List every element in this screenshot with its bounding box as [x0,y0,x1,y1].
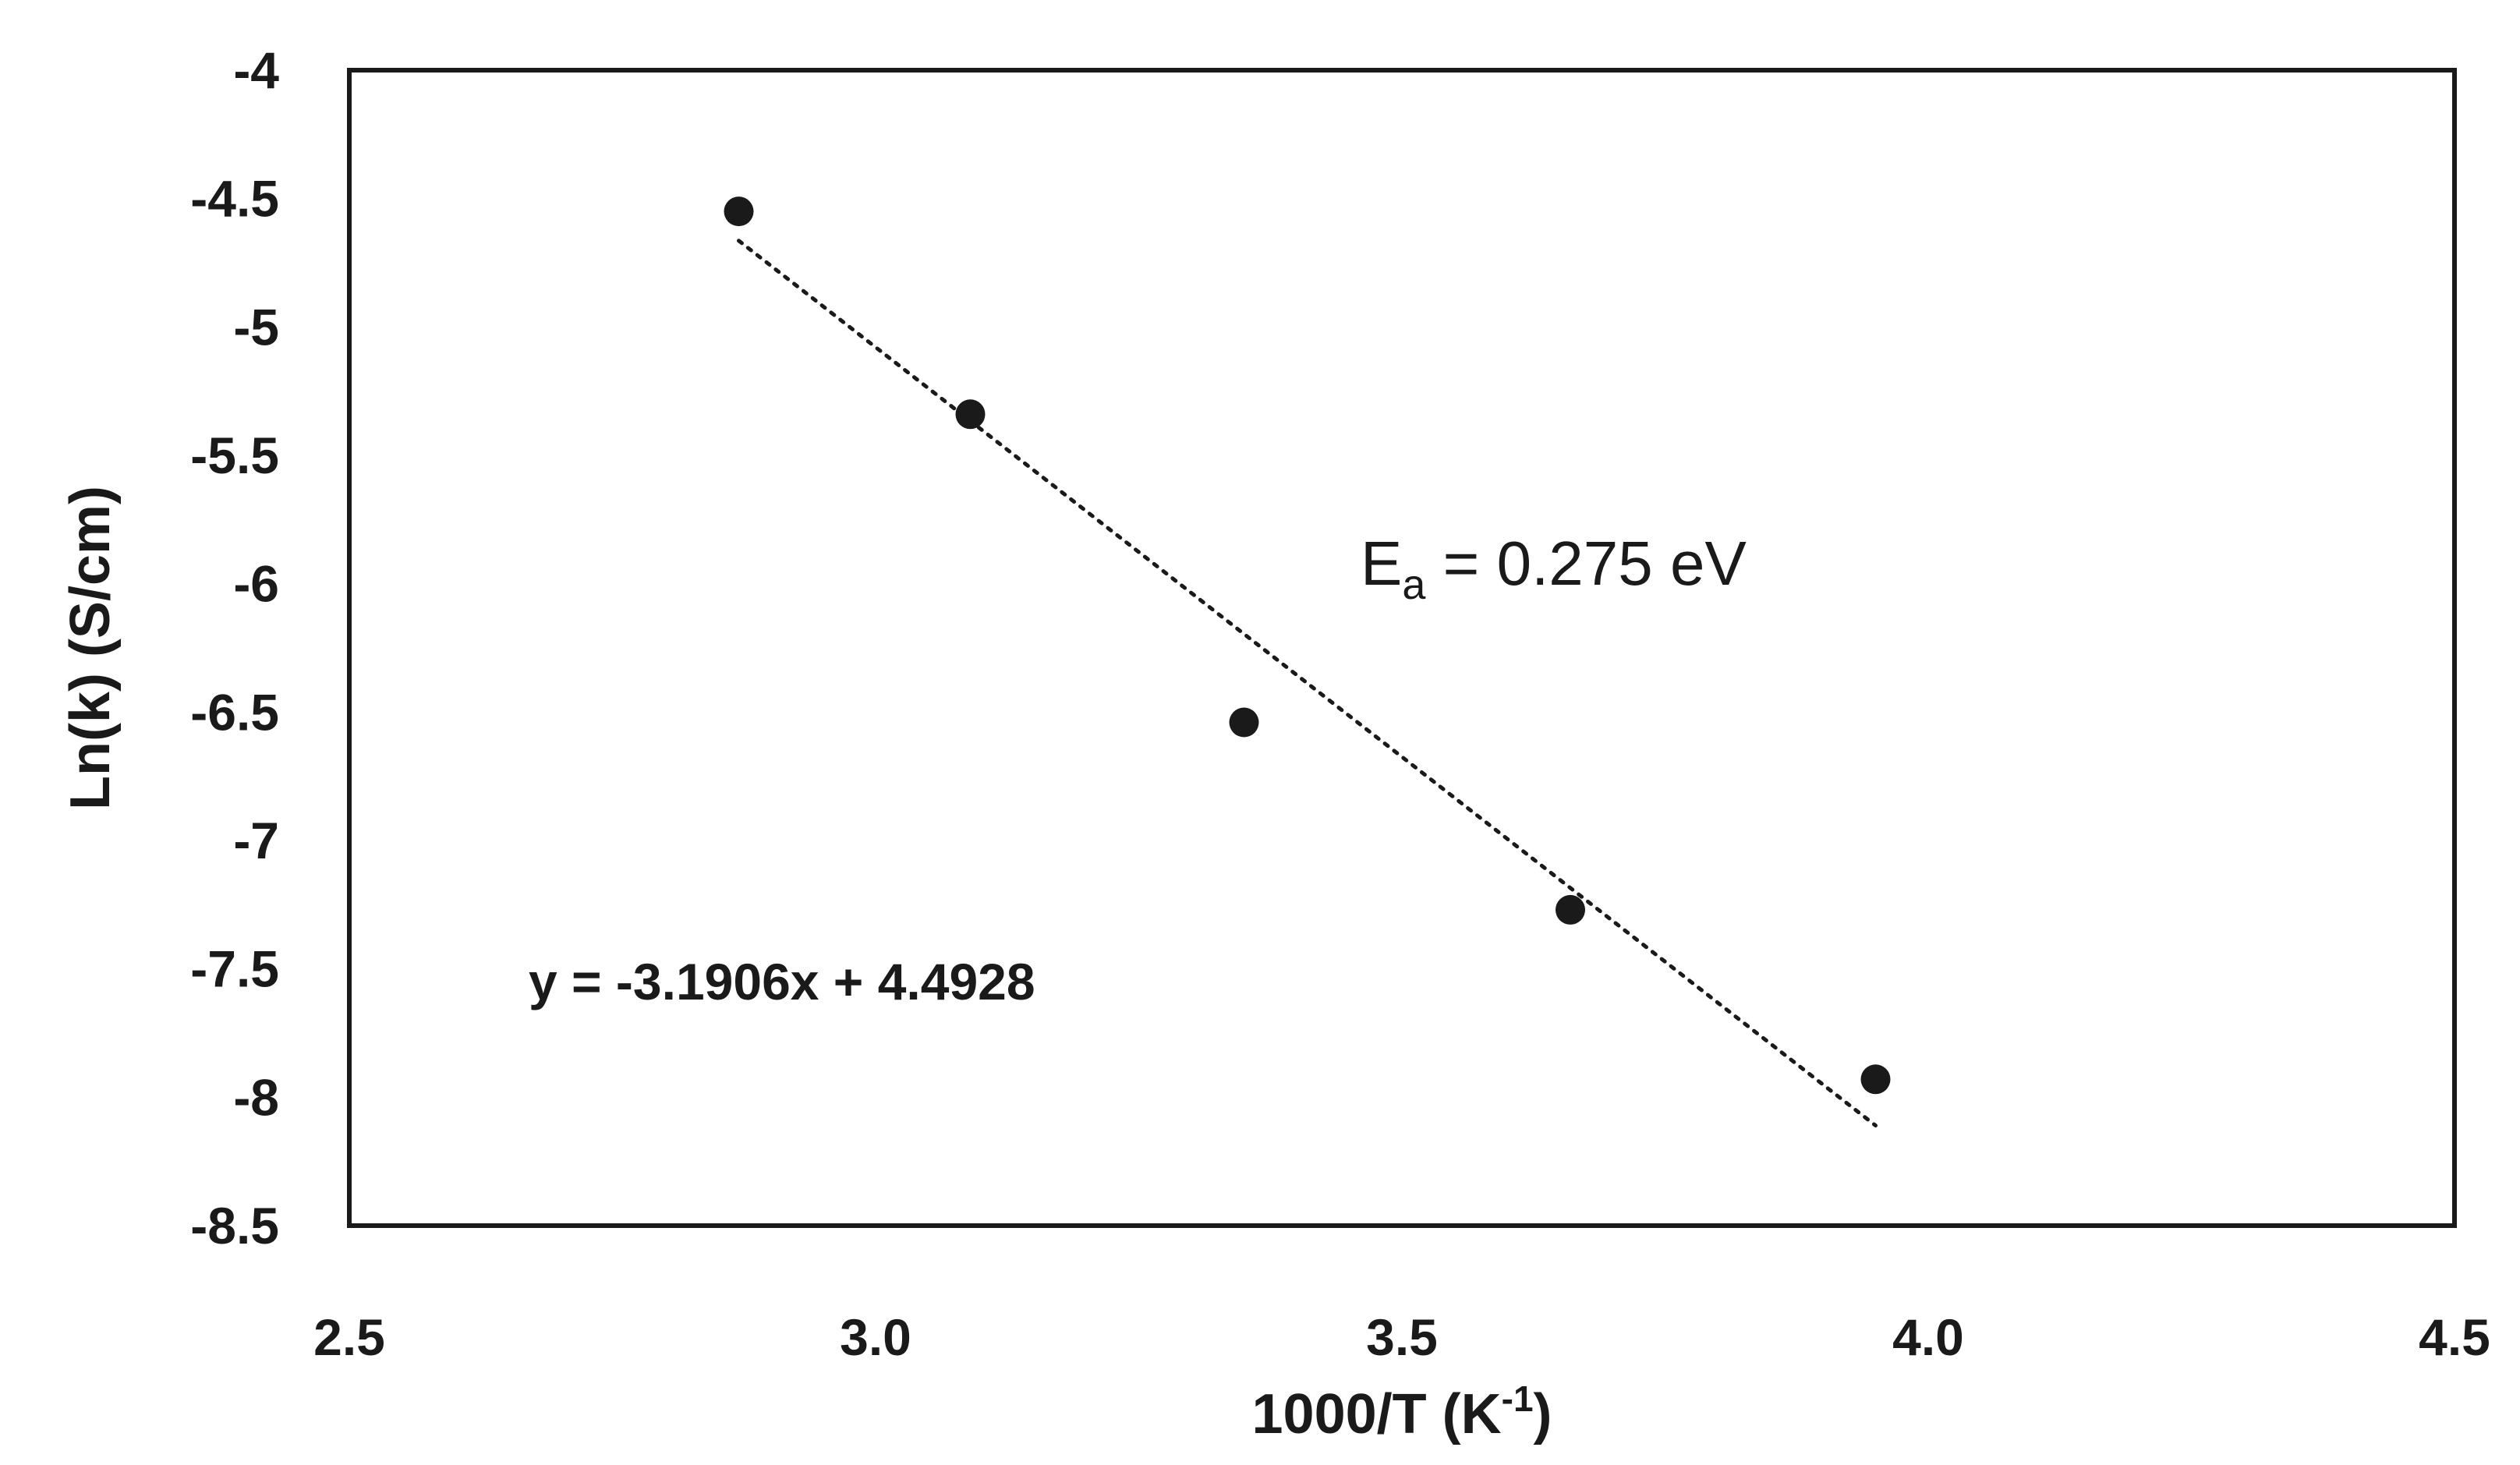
x-tick-label: 4.5 [2419,1308,2490,1366]
data-point [724,196,754,227]
y-axis-ticks: -4 -4.5 -5 -5.5 -6 -6.5 -7 -7.5 -8 -8.5 [190,41,279,1254]
x-axis-title-end: ) [1534,1383,1552,1446]
y-tick-label: -5 [233,298,279,356]
x-tick-label: 3.0 [840,1308,911,1366]
x-axis-title-main: 1000/T (K [1251,1383,1501,1446]
y-tick-label: -6.5 [190,683,279,741]
x-axis-title: 1000/T (K-1) [1251,1378,1552,1446]
y-tick-label: -8.5 [190,1197,279,1254]
trendline-equation: y = -3.1906x + 4.4928 [529,953,1035,1010]
x-tick-label: 2.5 [313,1308,385,1366]
data-point [1556,894,1585,925]
data-point [1229,707,1259,738]
y-tick-label: -7.5 [190,940,279,998]
y-axis-title: Ln(k) (S/cm) [59,486,122,810]
data-point [955,399,986,430]
data-points [724,196,1891,1095]
activation-energy-label: Ea = 0.275 eV [1361,529,1747,608]
y-tick-label: -7 [233,812,279,869]
y-tick-label: -4.5 [190,170,279,228]
y-tick-label: -5.5 [190,426,279,484]
x-tick-label: 3.5 [1366,1308,1438,1366]
ea-value: = 0.275 eV [1425,529,1747,598]
y-tick-label: -4 [233,41,279,99]
data-point [1860,1064,1891,1095]
x-tick-label: 4.0 [1892,1308,1964,1366]
plot-area [347,68,2457,1228]
ea-main: E [1361,529,1402,598]
y-tick-label: -8 [233,1068,279,1126]
x-axis-title-superscript: -1 [1502,1378,1534,1419]
y-tick-label: -6 [233,555,279,613]
x-axis-ticks: 2.5 3.0 3.5 4.0 4.5 [313,1308,2490,1366]
ea-subscript: a [1402,561,1426,608]
